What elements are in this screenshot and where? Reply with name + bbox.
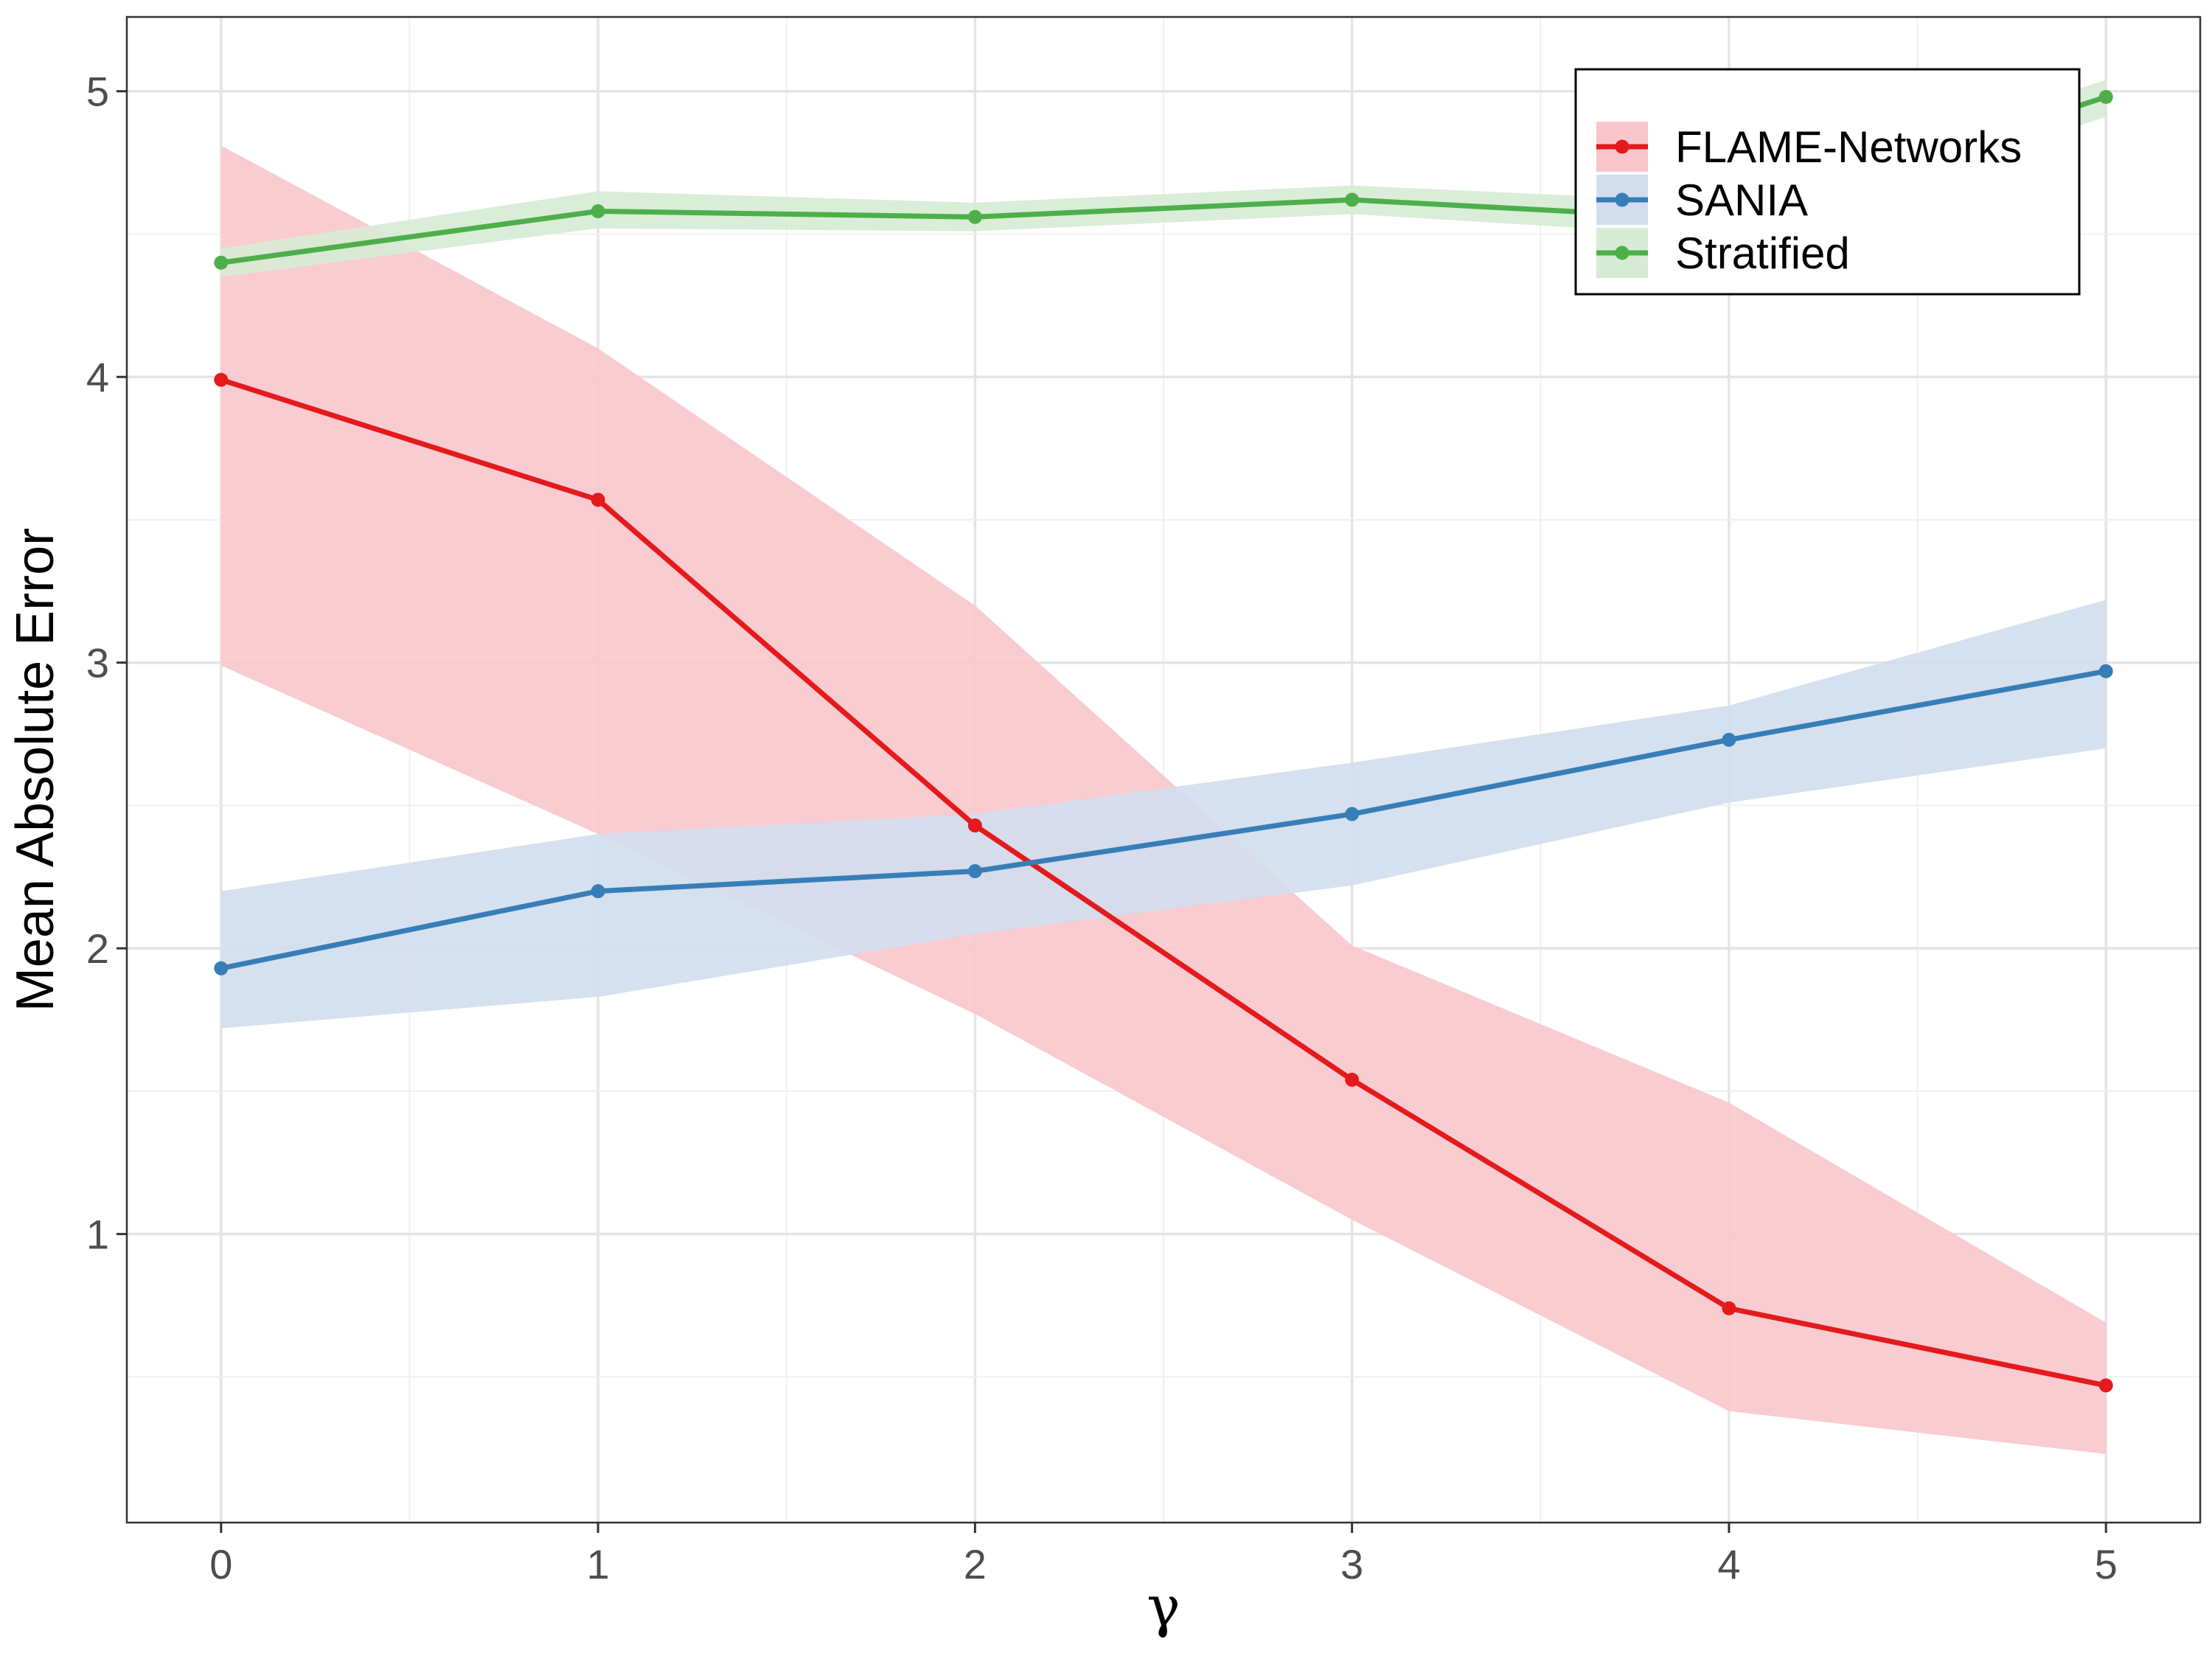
series-1-point — [2098, 664, 2113, 678]
series-0-point — [1345, 1072, 1360, 1087]
plot-panel-border — [125, 15, 2202, 1524]
y-tick-label: 4 — [86, 354, 109, 400]
x-tick-label: 5 — [2095, 1541, 2118, 1587]
x-tick-label: 2 — [964, 1541, 987, 1587]
series-0-line — [220, 377, 2107, 1388]
series-1-point — [1345, 807, 1360, 821]
series-1-band — [220, 599, 2107, 1029]
y-tick-label: 1 — [86, 1211, 109, 1258]
legend-box — [1574, 68, 2081, 296]
legend-label-2: Stratified — [1675, 229, 1850, 278]
series-0-point — [1722, 1301, 1736, 1315]
legend-label-0: FLAME-Networks — [1675, 122, 2022, 172]
series-1-line — [220, 668, 2107, 971]
legend-key-1-point — [1615, 192, 1630, 207]
series-0-point — [967, 818, 982, 833]
x-axis-title: γ — [1147, 1573, 1180, 1639]
series-0-point — [591, 493, 605, 507]
y-tick-label: 3 — [86, 640, 109, 686]
y-axis-title: Mean Absolute Error — [6, 528, 65, 1012]
series-1-point — [214, 961, 229, 975]
series-1-point — [591, 884, 605, 899]
series-1-point — [1722, 732, 1736, 747]
x-tick-label: 1 — [587, 1541, 610, 1587]
series-0-point — [214, 372, 229, 387]
x-tick-label: 3 — [1340, 1541, 1363, 1587]
axis-ticks: 0 1 2 3 4 5 1 2 3 4 5 — [86, 69, 2118, 1587]
y-tick-label: 2 — [86, 925, 109, 972]
series-2-point — [967, 209, 982, 224]
series-1-point — [967, 864, 982, 879]
y-tick-label: 5 — [86, 69, 109, 115]
x-tick-label: 4 — [1717, 1541, 1740, 1587]
series-0-point — [2098, 1378, 2113, 1393]
series-2-point — [591, 204, 605, 218]
legend-label-1: SANIA — [1675, 175, 1808, 225]
x-tick-label: 0 — [209, 1541, 232, 1587]
legend-key-0-point — [1615, 139, 1630, 154]
legend-key-2-point — [1615, 246, 1630, 260]
series-2-point — [1345, 192, 1360, 207]
series-2-point — [214, 255, 229, 270]
series-2-point — [2098, 89, 2113, 104]
